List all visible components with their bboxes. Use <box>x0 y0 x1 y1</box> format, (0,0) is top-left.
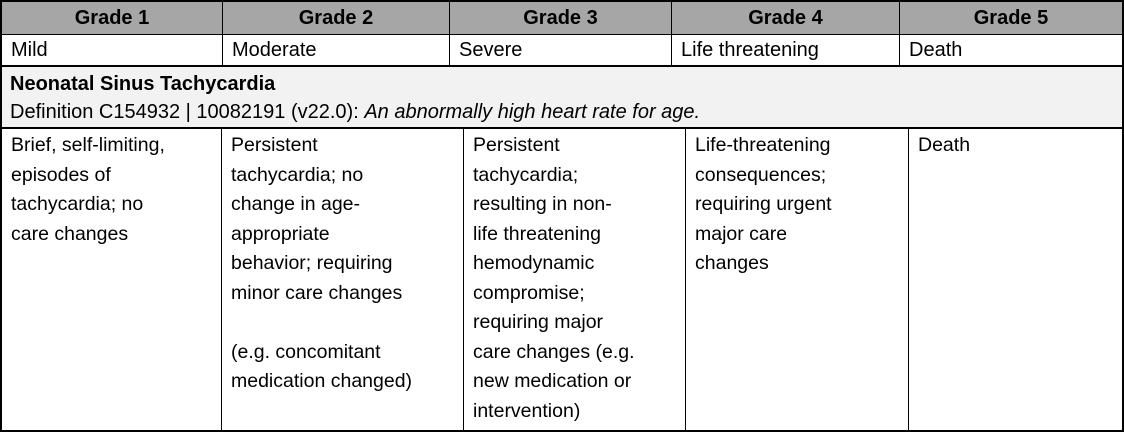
severity-grade-1: Mild <box>2 35 223 65</box>
term-band: Neonatal Sinus Tachycardia Definition C1… <box>2 67 1122 129</box>
term-name: Neonatal Sinus Tachycardia <box>10 73 276 95</box>
term-definition-codes: Definition C154932 | 10082191 (v22.0): <box>10 101 365 123</box>
grade-2-header: Grade 2 <box>223 2 450 34</box>
severity-grade-5: Death <box>909 38 963 61</box>
description-grade-3: Persistent tachycardia; resulting in non… <box>464 129 686 430</box>
description-grade-1: Brief, self-limiting, episodes of tachyc… <box>2 129 222 430</box>
severity-label-row: Mild Moderate Severe Life threatening De… <box>2 35 1122 67</box>
grade-5-header: Grade 5 <box>900 2 1122 34</box>
grade-4-header: Grade 4 <box>672 2 900 34</box>
severity-grade-2: Moderate <box>223 35 450 65</box>
description-grade-4: Life-threatening consequences; requiring… <box>686 129 909 430</box>
description-grade-2: Persistent tachycardia; no change in age… <box>222 129 464 430</box>
description-grade-5: Death <box>918 134 971 156</box>
grade-description-row: Brief, self-limiting, episodes of tachyc… <box>2 129 1122 430</box>
term-definition-text: An abnormally high heart rate for age. <box>364 101 701 123</box>
severity-grade-3: Severe <box>450 35 672 65</box>
term-definition: Definition C154932 | 10082191 (v22.0): A… <box>10 98 1114 126</box>
grade-header-row: Grade 1 Grade 2 Grade 3 Grade 4 Grade 5 <box>2 2 1122 35</box>
grade-3-header: Grade 3 <box>450 2 672 34</box>
grade-1-header: Grade 1 <box>2 2 223 34</box>
severity-grade-4: Life threatening <box>672 35 900 65</box>
